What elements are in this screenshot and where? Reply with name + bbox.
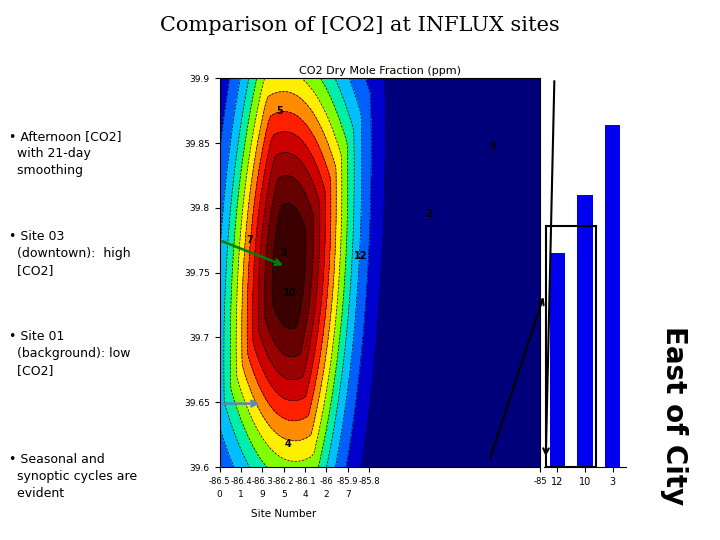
Text: East of City: East of City xyxy=(660,326,688,505)
Text: 2: 2 xyxy=(426,210,432,219)
Text: 4: 4 xyxy=(302,490,308,500)
Text: 5: 5 xyxy=(276,106,283,116)
Text: • Site 01
  (background): low
  [CO2]: • Site 01 (background): low [CO2] xyxy=(9,329,130,376)
Text: • Afternoon [CO2]
  with 21-day
  smoothing: • Afternoon [CO2] with 21-day smoothing xyxy=(9,130,121,177)
Bar xyxy=(550,253,565,467)
Bar xyxy=(577,195,593,467)
Text: Site Number: Site Number xyxy=(251,509,316,518)
Text: 7: 7 xyxy=(345,490,351,500)
Text: 12: 12 xyxy=(354,251,367,261)
Text: 1: 1 xyxy=(238,490,244,500)
Text: 5: 5 xyxy=(281,490,287,500)
Text: 9: 9 xyxy=(490,141,496,151)
Text: Comparison of [CO2] at INFLUX sites: Comparison of [CO2] at INFLUX sites xyxy=(160,16,560,35)
Text: 3: 3 xyxy=(280,248,287,258)
Text: 0: 0 xyxy=(217,490,222,500)
Text: 4: 4 xyxy=(284,439,292,449)
Bar xyxy=(546,226,596,467)
Text: 10: 10 xyxy=(284,288,297,299)
Text: 9: 9 xyxy=(259,490,265,500)
Title: CO2 Dry Mole Fraction (ppm): CO2 Dry Mole Fraction (ppm) xyxy=(299,66,461,76)
Text: 7: 7 xyxy=(246,235,253,245)
Bar xyxy=(605,125,620,467)
Text: • Site 03
  (downtown):  high
  [CO2]: • Site 03 (downtown): high [CO2] xyxy=(9,230,130,277)
Text: • Seasonal and
  synoptic cycles are
  evident: • Seasonal and synoptic cycles are evide… xyxy=(9,453,137,500)
Text: 2: 2 xyxy=(323,490,329,500)
